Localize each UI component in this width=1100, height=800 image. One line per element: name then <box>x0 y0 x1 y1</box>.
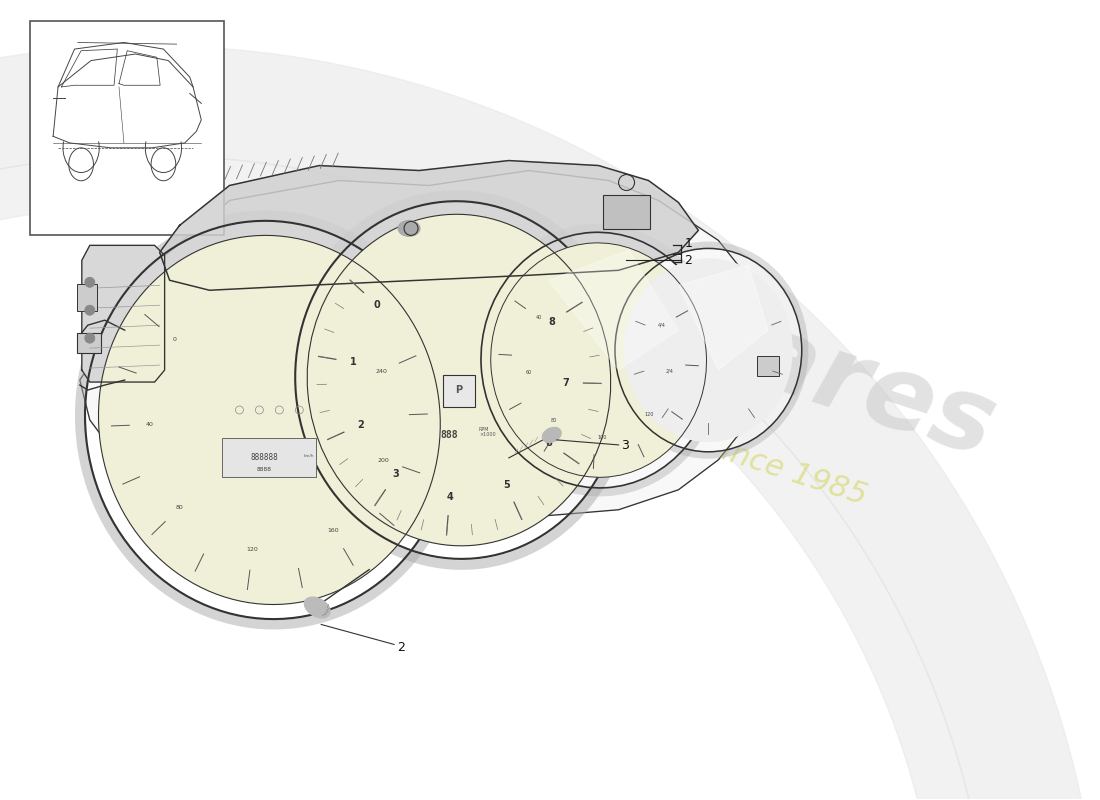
Text: eurospares: eurospares <box>350 181 1008 480</box>
Text: 60: 60 <box>525 370 531 374</box>
Text: 2/4: 2/4 <box>666 368 673 374</box>
Text: 1: 1 <box>684 237 692 250</box>
Ellipse shape <box>542 427 561 442</box>
Text: 240: 240 <box>375 369 387 374</box>
Text: 8888: 8888 <box>257 467 272 472</box>
Text: 3: 3 <box>393 470 399 479</box>
Ellipse shape <box>307 214 610 546</box>
Text: 0: 0 <box>374 300 381 310</box>
Text: 0: 0 <box>173 338 176 342</box>
Text: 200: 200 <box>378 458 389 462</box>
Text: 40: 40 <box>536 315 542 321</box>
Text: 40: 40 <box>145 422 153 427</box>
Polygon shape <box>0 155 980 800</box>
Text: 6: 6 <box>546 438 552 448</box>
Text: 80: 80 <box>176 505 184 510</box>
Text: 1: 1 <box>350 358 356 367</box>
FancyBboxPatch shape <box>222 438 317 477</box>
Polygon shape <box>80 170 778 530</box>
Polygon shape <box>160 161 698 290</box>
Text: P: P <box>455 385 462 395</box>
Text: 2: 2 <box>397 641 405 654</box>
Bar <box>30 21 224 235</box>
FancyBboxPatch shape <box>757 356 779 376</box>
Text: 888: 888 <box>440 430 458 440</box>
Polygon shape <box>549 250 679 370</box>
Text: 4: 4 <box>447 491 453 502</box>
Text: km/h: km/h <box>304 454 315 458</box>
Text: RPM
×1000: RPM ×1000 <box>478 426 495 438</box>
Text: 4/4: 4/4 <box>658 322 666 327</box>
Text: 2: 2 <box>356 420 363 430</box>
Text: 7: 7 <box>562 378 569 387</box>
Text: 100: 100 <box>597 435 607 440</box>
Text: a parts specialist since 1985: a parts specialist since 1985 <box>447 349 870 511</box>
FancyBboxPatch shape <box>77 333 101 353</box>
Text: 8: 8 <box>548 317 556 326</box>
Circle shape <box>85 333 95 343</box>
Text: 80: 80 <box>551 418 557 422</box>
Circle shape <box>85 278 95 287</box>
Circle shape <box>85 306 95 315</box>
Text: 5: 5 <box>503 480 509 490</box>
Text: 888888: 888888 <box>251 454 278 462</box>
Polygon shape <box>0 46 1088 800</box>
Text: 120: 120 <box>645 412 653 418</box>
Ellipse shape <box>491 243 706 478</box>
Polygon shape <box>81 246 165 382</box>
FancyBboxPatch shape <box>603 195 649 230</box>
Polygon shape <box>679 266 768 370</box>
Ellipse shape <box>398 221 420 236</box>
Ellipse shape <box>99 235 440 605</box>
Text: 120: 120 <box>246 546 258 551</box>
FancyBboxPatch shape <box>443 375 475 407</box>
Ellipse shape <box>305 597 330 618</box>
Text: 2: 2 <box>684 254 692 267</box>
Text: 3: 3 <box>621 439 629 452</box>
Text: 160: 160 <box>328 528 339 533</box>
Ellipse shape <box>624 258 793 442</box>
FancyBboxPatch shape <box>77 284 97 311</box>
